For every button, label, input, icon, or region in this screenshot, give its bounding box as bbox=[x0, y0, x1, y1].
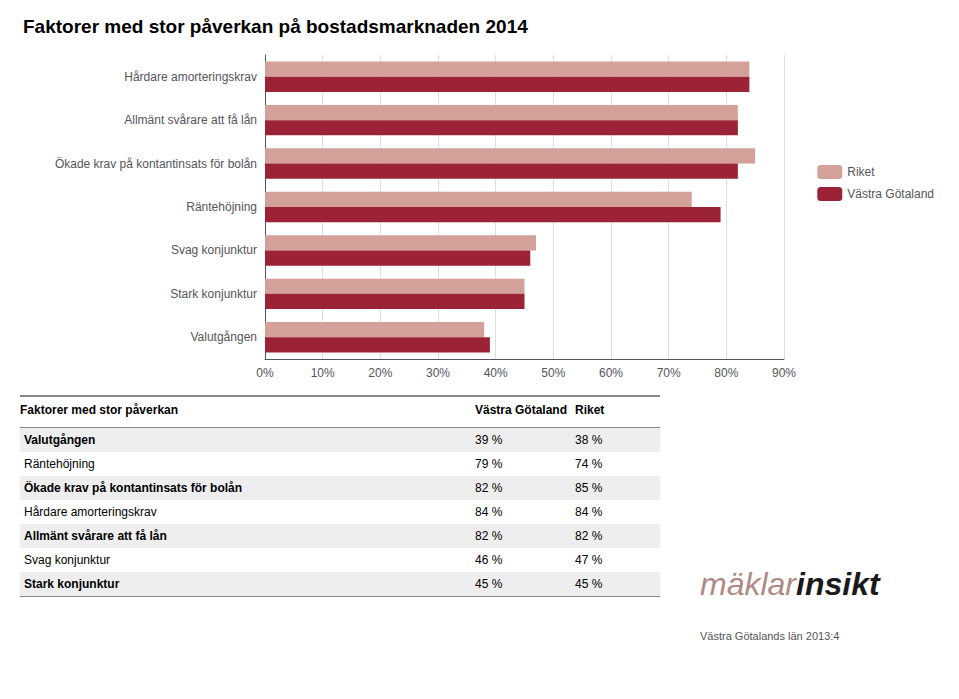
svg-text:39 %: 39 % bbox=[475, 433, 503, 447]
svg-text:Faktorer med stor påverkan på: Faktorer med stor påverkan på bostadsmar… bbox=[23, 16, 528, 37]
svg-text:Svag konjunktur: Svag konjunktur bbox=[171, 243, 257, 257]
svg-text:30%: 30% bbox=[426, 366, 450, 380]
svg-text:Valutgången: Valutgången bbox=[24, 433, 95, 447]
svg-text:Hårdare amorteringskrav: Hårdare amorteringskrav bbox=[24, 505, 157, 519]
svg-text:Västra Götaland: Västra Götaland bbox=[475, 403, 567, 417]
svg-text:Riket: Riket bbox=[575, 403, 604, 417]
svg-text:Allmänt svårare att få lån: Allmänt svårare att få lån bbox=[24, 529, 167, 543]
svg-text:85 %: 85 % bbox=[575, 481, 603, 495]
svg-text:90%: 90% bbox=[772, 366, 796, 380]
svg-text:70%: 70% bbox=[657, 366, 681, 380]
svg-text:80%: 80% bbox=[714, 366, 738, 380]
svg-text:46 %: 46 % bbox=[475, 553, 503, 567]
svg-text:0%: 0% bbox=[256, 366, 274, 380]
svg-text:Allmänt svårare att få lån: Allmänt svårare att få lån bbox=[124, 113, 257, 127]
svg-text:Räntehöjning: Räntehöjning bbox=[186, 200, 257, 214]
svg-text:50%: 50% bbox=[541, 366, 565, 380]
svg-text:38 %: 38 % bbox=[575, 433, 603, 447]
svg-text:10%: 10% bbox=[311, 366, 335, 380]
svg-text:Svag konjunktur: Svag konjunktur bbox=[24, 553, 110, 567]
svg-text:Riket: Riket bbox=[847, 165, 875, 179]
svg-text:Räntehöjning: Räntehöjning bbox=[24, 457, 95, 471]
svg-text:47 %: 47 % bbox=[575, 553, 603, 567]
svg-text:mäklar: mäklar bbox=[700, 566, 797, 602]
svg-text:Valutgången: Valutgången bbox=[190, 330, 257, 344]
svg-text:79 %: 79 % bbox=[475, 457, 503, 471]
svg-text:insikt: insikt bbox=[796, 566, 881, 602]
svg-text:82 %: 82 % bbox=[475, 481, 503, 495]
svg-text:Västra Götaland: Västra Götaland bbox=[847, 187, 934, 201]
svg-text:82 %: 82 % bbox=[575, 529, 603, 543]
svg-text:Stark konjunktur: Stark konjunktur bbox=[24, 577, 120, 591]
svg-text:Hårdare amorteringskrav: Hårdare amorteringskrav bbox=[124, 70, 257, 84]
svg-text:Ökade krav på kontantinsats fö: Ökade krav på kontantinsats för bolån bbox=[55, 157, 257, 171]
svg-text:Ökade krav på kontantinsats fö: Ökade krav på kontantinsats för bolån bbox=[24, 480, 242, 495]
svg-text:82 %: 82 % bbox=[475, 529, 503, 543]
svg-text:84 %: 84 % bbox=[475, 505, 503, 519]
svg-text:20%: 20% bbox=[368, 366, 392, 380]
svg-text:60%: 60% bbox=[599, 366, 623, 380]
svg-text:Stark konjunktur: Stark konjunktur bbox=[170, 287, 257, 301]
svg-text:74 %: 74 % bbox=[575, 457, 603, 471]
svg-text:45 %: 45 % bbox=[575, 577, 603, 591]
svg-text:84 %: 84 % bbox=[575, 505, 603, 519]
svg-text:40%: 40% bbox=[484, 366, 508, 380]
svg-text:45 %: 45 % bbox=[475, 577, 503, 591]
svg-text:Västra Götalands län 2013:4: Västra Götalands län 2013:4 bbox=[700, 630, 839, 642]
svg-text:Faktorer med stor påverkan: Faktorer med stor påverkan bbox=[20, 403, 178, 417]
